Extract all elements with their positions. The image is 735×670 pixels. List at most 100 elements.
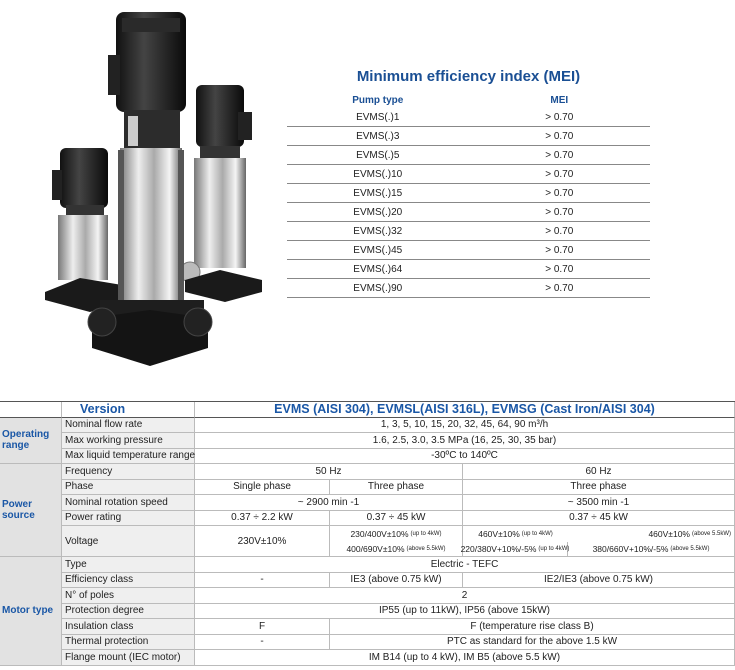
row-name: Nominal rotation speed [62, 495, 195, 511]
mei-row: EVMS(.)90 > 0.70 [287, 279, 650, 298]
row-name: Voltage [62, 526, 195, 557]
voltage: 220/380V+10%/-5% [460, 543, 537, 554]
cell: 2 [195, 588, 735, 604]
mei-row: EVMS(.)45 > 0.70 [287, 241, 650, 260]
mei-row: EVMS(.)15 > 0.70 [287, 184, 650, 203]
row-name: Flange mount (IEC motor) [62, 650, 195, 666]
row-name: N° of poles [62, 588, 195, 604]
group-label: Motor type [0, 557, 62, 666]
mei-row: EVMS(.)5 > 0.70 [287, 146, 650, 165]
mei-header-row: Pump type MEI [287, 92, 650, 108]
mei-cell: > 0.70 [545, 225, 574, 237]
row-name: Efficiency class [62, 572, 195, 588]
row-name: Power rating [62, 510, 195, 526]
mei-cell: > 0.70 [545, 168, 574, 180]
row-name: Phase [62, 479, 195, 495]
cell: Three phase [463, 479, 735, 495]
mei-cell: EVMS(.)32 [353, 225, 403, 237]
voltage: 380/660V+10%/-5% [592, 543, 669, 554]
mei-cell: > 0.70 [545, 244, 574, 256]
mei-cell: EVMS(.)90 [353, 282, 403, 294]
mei-row: EVMS(.)20 > 0.70 [287, 203, 650, 222]
cell: PTC as standard for the above 1.5 kW [330, 634, 735, 650]
cell: F [195, 619, 330, 635]
cell: IP55 (up to 11kW), IP56 (above 15kW) [195, 603, 735, 619]
cell: ~ 3500 min -1 [463, 495, 735, 511]
cell: Single phase [195, 479, 330, 495]
cell: 220/380V+10%/-5% (up to 4kW) [460, 541, 570, 557]
mei-cell: EVMS(.)10 [353, 168, 403, 180]
cell: Three phase [330, 479, 463, 495]
mei-title: Minimum efficiency index (MEI) [356, 68, 581, 85]
mei-cell: > 0.70 [545, 130, 574, 142]
voltage: 460V±10% [648, 528, 690, 539]
row-name: Thermal protection [62, 634, 195, 650]
cell: 0.37 ÷ 45 kW [330, 510, 463, 526]
mei-cell: > 0.70 [545, 206, 574, 218]
version-label: Version [62, 402, 195, 418]
voltage-note: (above 5.5kW) [670, 545, 710, 552]
voltage-note: (up to 4kW) [538, 545, 570, 552]
mei-row: EVMS(.)3 > 0.70 [287, 127, 650, 146]
cell: 60 Hz [463, 464, 735, 480]
cell: 0.37 ÷ 45 kW [463, 510, 735, 526]
voltage-note: (up to 4kW) [521, 530, 553, 537]
cell: Electric - TEFC [195, 557, 735, 573]
voltage-note: (up to 4kW) [410, 530, 442, 537]
mei-cell: EVMS(.)20 [353, 206, 403, 218]
cell: 460V±10% (above 5.5kW) [568, 526, 735, 542]
row-name: Nominal flow rate [62, 417, 195, 433]
cell: 230/400V±10% (up to 4kW) [330, 526, 463, 542]
mei-cell: EVMS(.)15 [353, 187, 403, 199]
mei-cell: EVMS(.)1 [356, 111, 400, 123]
voltage-note: (above 5.5kW) [406, 545, 446, 552]
mei-cell: > 0.70 [545, 111, 574, 123]
pump-image [45, 12, 262, 366]
spec-title: EVMS (AISI 304), EVMSL(AISI 316L), EVMSG… [195, 402, 735, 418]
mei-cell: EVMS(.)45 [353, 244, 403, 256]
cell: 0.37 ÷ 2.2 kW [195, 510, 330, 526]
mei-header: Pump type [352, 94, 404, 106]
mei-cell: > 0.70 [545, 149, 574, 161]
cell: 230V±10% [195, 526, 330, 557]
mei-table: Pump type MEI EVMS(.)1 > 0.70 EVMS(.)3 > 0.… [287, 92, 650, 298]
row-name: Frequency [62, 464, 195, 480]
voltage: 230/400V±10% [350, 528, 409, 539]
cell: 400/690V±10% (above 5.5kW) [330, 541, 463, 557]
cell: - [195, 634, 330, 650]
cell: 50 Hz [195, 464, 463, 480]
pump-center [87, 12, 213, 366]
mei-row: EVMS(.)32 > 0.70 [287, 222, 650, 241]
mei-cell: > 0.70 [545, 263, 574, 275]
pump-left [45, 148, 128, 312]
mei-cell: EVMS(.)64 [353, 263, 403, 275]
cell: 1.6, 2.5, 3.0, 3.5 MPa (16, 25, 30, 35 b… [195, 433, 735, 449]
cell: -30ºC to 140ºC [195, 448, 735, 464]
mei-header: MEI [550, 94, 569, 106]
cell: 460V±10% (up to 4kW) [463, 526, 568, 542]
cell: 380/660V+10%/-5% (above 5.5kW) [568, 541, 735, 557]
cell: IE3 (above 0.75 kW) [330, 572, 463, 588]
row-name: Protection degree [62, 603, 195, 619]
row-name: Type [62, 557, 195, 573]
cell: IE2/IE3 (above 0.75 kW) [463, 572, 735, 588]
mei-row: EVMS(.)10 > 0.70 [287, 165, 650, 184]
row-name: Max working pressure [62, 433, 195, 449]
row-name: Max liquid temperature range [62, 448, 195, 464]
voltage-note: (above 5.5kW) [691, 530, 731, 537]
voltage: 400/690V±10% [346, 543, 405, 554]
cell: 1, 3, 5, 10, 15, 20, 32, 45, 64, 90 m³/h [195, 417, 735, 433]
header-blank [0, 402, 62, 418]
cell: ~ 2900 min -1 [195, 495, 463, 511]
voltage: 460V±10% [478, 528, 520, 539]
spec-table: Version EVMS (AISI 304), EVMSL(AISI 316L… [0, 401, 735, 666]
mei-cell: > 0.70 [545, 282, 574, 294]
row-name: Insulation class [62, 619, 195, 635]
mei-row: EVMS(.)64 > 0.70 [287, 260, 650, 279]
mei-row: EVMS(.)1 > 0.70 [287, 108, 650, 127]
mei-cell: EVMS(.)3 [356, 130, 400, 142]
cell: F (temperature rise class B) [330, 619, 735, 635]
mei-cell: > 0.70 [545, 187, 574, 199]
cell: IM B14 (up to 4 kW), IM B5 (above 5.5 kW… [195, 650, 735, 666]
